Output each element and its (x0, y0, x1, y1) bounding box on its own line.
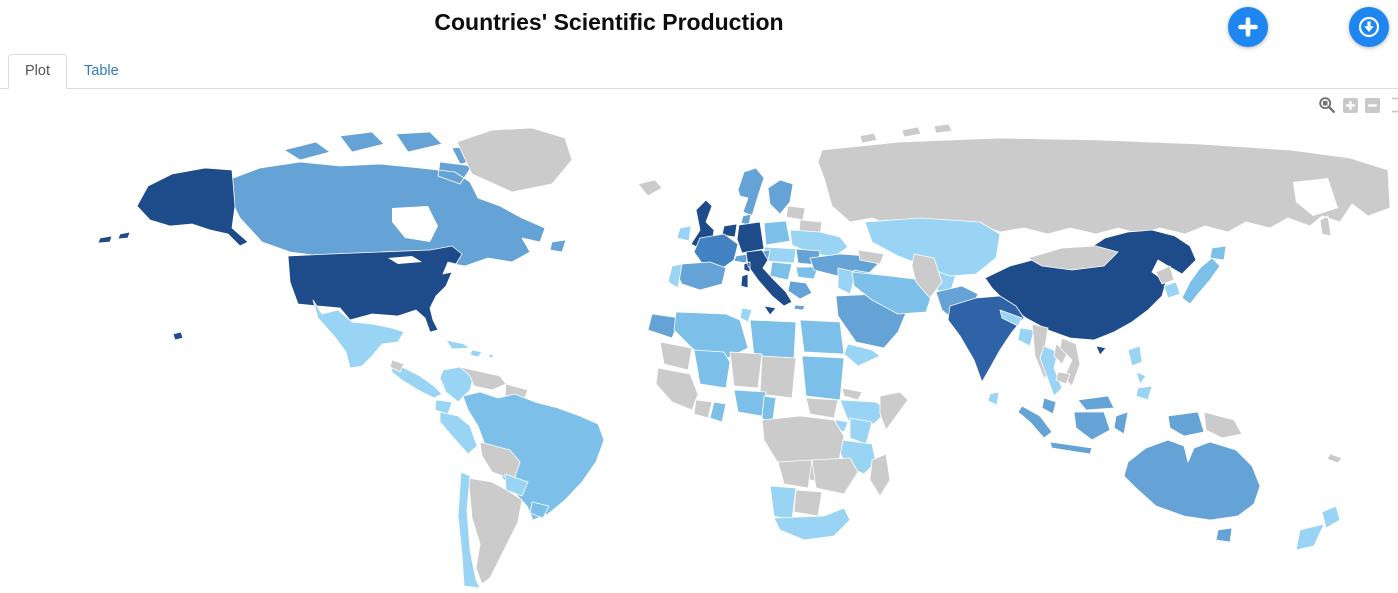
choropleth-world-map[interactable] (0, 110, 1398, 593)
country-usa[interactable] (97, 167, 463, 341)
country-germany[interactable] (736, 221, 765, 254)
country-yemen[interactable] (843, 343, 881, 367)
country-south-sudan[interactable] (805, 397, 839, 419)
country-indonesia[interactable] (1017, 405, 1205, 455)
country-niger[interactable] (729, 351, 763, 389)
country-france[interactable] (693, 233, 739, 271)
download-button[interactable] (1349, 7, 1389, 47)
country-egypt[interactable] (799, 319, 845, 355)
country-south-africa[interactable] (773, 507, 851, 541)
country-malaysia[interactable] (1041, 395, 1115, 415)
box-zoom-icon[interactable] (1318, 96, 1336, 114)
country-iran[interactable] (851, 271, 933, 315)
country-iceland[interactable] (637, 179, 663, 197)
country-mexico[interactable] (312, 299, 405, 369)
region-central-asia[interactable] (864, 217, 1001, 277)
country-new-zealand[interactable] (1295, 505, 1341, 551)
region-benelux[interactable] (721, 223, 738, 238)
zoom-out-icon[interactable] (1365, 97, 1380, 113)
tab-plot[interactable]: Plot (8, 54, 67, 89)
tab-table[interactable]: Table (84, 63, 119, 79)
country-cuba[interactable] (445, 339, 471, 350)
country-sudan[interactable] (801, 355, 845, 401)
plot-canvas (0, 89, 1398, 593)
country-australia[interactable] (1123, 439, 1261, 543)
country-eritrea[interactable] (841, 387, 863, 401)
country-greenland[interactable] (456, 127, 573, 193)
country-paraguay[interactable] (504, 473, 529, 497)
country-kenya[interactable] (849, 417, 873, 445)
country-argentina[interactable] (467, 477, 523, 585)
country-chile[interactable] (457, 471, 481, 589)
country-cambodia[interactable] (1055, 371, 1071, 385)
tab-bar: Plot Table (0, 54, 1398, 89)
reset-scale-icon[interactable] (1387, 97, 1398, 113)
country-morocco[interactable] (647, 313, 681, 339)
country-vietnam[interactable] (1059, 337, 1081, 387)
island-hispaniola[interactable] (469, 349, 483, 358)
island-new-caledonia[interactable] (1326, 453, 1343, 464)
country-nepal[interactable] (999, 309, 1023, 327)
country-ivory-coast[interactable] (693, 399, 713, 419)
country-italy[interactable] (740, 249, 793, 316)
region-west-africa[interactable] (655, 367, 699, 411)
country-mali[interactable] (693, 349, 731, 389)
country-spain[interactable] (675, 261, 727, 291)
country-philippines[interactable] (1127, 345, 1153, 401)
hudson-bay (392, 206, 438, 242)
region-central-america[interactable] (389, 361, 443, 399)
country-mongolia[interactable] (1027, 245, 1119, 271)
country-venezuela[interactable] (459, 366, 507, 391)
page-title: Countries' Scientific Production (434, 9, 784, 35)
country-finland[interactable] (767, 179, 794, 215)
plus-icon (1238, 17, 1258, 37)
region-baltics[interactable] (785, 205, 806, 221)
zoom-in-icon[interactable] (1343, 97, 1358, 113)
country-peru[interactable] (439, 411, 478, 455)
region-zambia-mozambique[interactable] (811, 457, 859, 495)
country-ireland[interactable] (676, 225, 692, 242)
country-greece[interactable] (787, 280, 813, 311)
country-bulgaria[interactable] (795, 266, 819, 280)
island-puerto-rico[interactable] (487, 353, 495, 360)
great-lakes (388, 256, 422, 264)
add-button[interactable] (1228, 7, 1268, 47)
country-papua-new-guinea[interactable] (1203, 411, 1243, 439)
region-caspian[interactable] (911, 253, 943, 299)
country-guatemala[interactable] (389, 359, 405, 373)
sea-of-okhotsk (1293, 178, 1338, 216)
country-nigeria[interactable] (733, 389, 767, 417)
country-japan[interactable] (1181, 245, 1227, 305)
country-chad[interactable] (759, 355, 797, 399)
country-portugal[interactable] (667, 263, 683, 289)
country-madagascar[interactable] (869, 453, 891, 497)
country-somalia[interactable] (879, 391, 909, 431)
region-caucasus[interactable] (857, 249, 885, 265)
arrow-down-circle-icon (1358, 16, 1380, 38)
country-uruguay[interactable] (529, 501, 550, 519)
country-namibia[interactable] (769, 485, 797, 521)
country-poland[interactable] (763, 220, 791, 246)
country-mauritania[interactable] (659, 341, 693, 371)
country-north-korea[interactable] (1155, 265, 1175, 285)
country-angola[interactable] (777, 459, 813, 489)
country-south-korea[interactable] (1163, 281, 1181, 299)
country-ecuador[interactable] (434, 399, 453, 415)
region-levant[interactable] (837, 267, 857, 295)
country-libya[interactable] (749, 319, 797, 359)
country-switzerland[interactable] (733, 253, 749, 264)
app-header: Countries' Scientific Production (0, 0, 1398, 54)
region-norway-sweden[interactable] (737, 167, 765, 217)
country-tunisia[interactable] (739, 307, 753, 323)
arctic-islands[interactable] (859, 123, 953, 144)
country-sri-lanka[interactable] (987, 391, 1000, 406)
plotly-modebar (1311, 95, 1398, 115)
region-balkans[interactable] (769, 261, 793, 281)
country-bangladesh[interactable] (1017, 327, 1035, 347)
country-india[interactable] (947, 295, 1025, 383)
country-botswana[interactable] (793, 489, 823, 517)
country-ghana[interactable] (709, 401, 727, 423)
